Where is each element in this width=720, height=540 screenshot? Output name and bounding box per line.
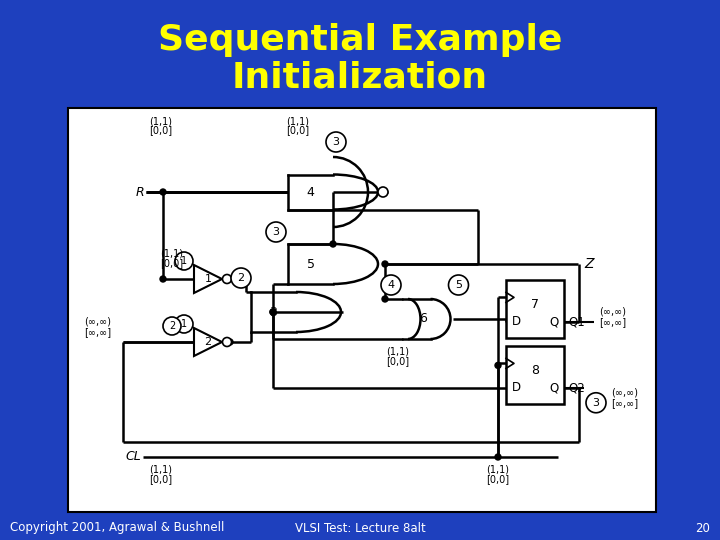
Text: [∞,∞]: [∞,∞] bbox=[611, 398, 638, 408]
Text: (1,1): (1,1) bbox=[287, 117, 310, 127]
Circle shape bbox=[330, 241, 336, 247]
Text: 2: 2 bbox=[204, 337, 212, 347]
Circle shape bbox=[586, 393, 606, 413]
Circle shape bbox=[160, 276, 166, 282]
Circle shape bbox=[175, 315, 193, 333]
Text: 7: 7 bbox=[531, 298, 539, 311]
Text: Sequential Example: Sequential Example bbox=[158, 23, 562, 57]
Text: [0,0]: [0,0] bbox=[387, 356, 410, 366]
Text: [0,0]: [0,0] bbox=[287, 125, 310, 135]
Text: 4: 4 bbox=[307, 186, 315, 199]
Text: 2: 2 bbox=[238, 273, 245, 283]
Text: Q: Q bbox=[549, 381, 559, 394]
Text: Z: Z bbox=[584, 257, 593, 271]
Circle shape bbox=[160, 189, 166, 195]
Circle shape bbox=[495, 362, 501, 368]
Circle shape bbox=[326, 132, 346, 152]
Circle shape bbox=[449, 275, 469, 295]
Circle shape bbox=[270, 309, 276, 315]
Text: 3: 3 bbox=[333, 137, 340, 147]
Text: 2: 2 bbox=[169, 321, 175, 331]
Bar bbox=[68, 108, 656, 512]
Text: 5: 5 bbox=[307, 258, 315, 271]
Circle shape bbox=[382, 261, 388, 267]
Circle shape bbox=[175, 252, 193, 270]
Text: 4: 4 bbox=[387, 280, 395, 290]
Text: 3: 3 bbox=[593, 398, 600, 408]
Text: 1: 1 bbox=[204, 274, 212, 284]
Circle shape bbox=[222, 338, 232, 347]
Text: [∞,∞]: [∞,∞] bbox=[599, 317, 626, 327]
Text: 8: 8 bbox=[531, 364, 539, 377]
Text: 1: 1 bbox=[181, 319, 187, 329]
Text: 5: 5 bbox=[455, 280, 462, 290]
Bar bbox=[506, 280, 564, 338]
Circle shape bbox=[382, 296, 388, 302]
Text: Q: Q bbox=[549, 315, 559, 328]
Text: CL: CL bbox=[125, 450, 141, 463]
Text: Q2: Q2 bbox=[568, 381, 585, 394]
Text: [0,0]: [0,0] bbox=[487, 474, 510, 484]
Text: (1,1): (1,1) bbox=[387, 346, 410, 356]
Text: (1,1): (1,1) bbox=[161, 248, 184, 258]
Circle shape bbox=[270, 309, 276, 315]
Text: [0,0]: [0,0] bbox=[161, 258, 184, 268]
Text: [0,0]: [0,0] bbox=[150, 474, 173, 484]
Text: Copyright 2001, Agrawal & Bushnell: Copyright 2001, Agrawal & Bushnell bbox=[10, 522, 225, 535]
Text: 20: 20 bbox=[695, 522, 710, 535]
Text: (1,1): (1,1) bbox=[487, 464, 510, 474]
Text: 1: 1 bbox=[181, 256, 187, 266]
Circle shape bbox=[381, 275, 401, 295]
Text: Initialization: Initialization bbox=[232, 61, 488, 95]
Circle shape bbox=[231, 268, 251, 288]
Text: 3: 3 bbox=[269, 306, 277, 319]
Circle shape bbox=[163, 317, 181, 335]
Bar bbox=[506, 346, 564, 404]
Text: [∞,∞]: [∞,∞] bbox=[84, 327, 112, 337]
Circle shape bbox=[227, 339, 233, 345]
Circle shape bbox=[266, 222, 286, 242]
Text: (∞,∞): (∞,∞) bbox=[599, 307, 626, 317]
Circle shape bbox=[222, 274, 232, 284]
Circle shape bbox=[495, 454, 501, 460]
Circle shape bbox=[378, 187, 388, 197]
Text: (1,1): (1,1) bbox=[150, 117, 173, 127]
Text: (∞,∞): (∞,∞) bbox=[611, 388, 638, 398]
Text: R: R bbox=[135, 186, 144, 199]
Text: Q1: Q1 bbox=[568, 315, 585, 328]
Text: 6: 6 bbox=[419, 313, 427, 326]
Text: (1,1): (1,1) bbox=[150, 464, 173, 474]
Text: 3: 3 bbox=[272, 227, 279, 237]
Text: D: D bbox=[511, 381, 521, 394]
Text: (∞,∞): (∞,∞) bbox=[84, 317, 112, 327]
Text: VLSI Test: Lecture 8alt: VLSI Test: Lecture 8alt bbox=[294, 522, 426, 535]
Text: [0,0]: [0,0] bbox=[150, 125, 173, 135]
Text: D: D bbox=[511, 315, 521, 328]
